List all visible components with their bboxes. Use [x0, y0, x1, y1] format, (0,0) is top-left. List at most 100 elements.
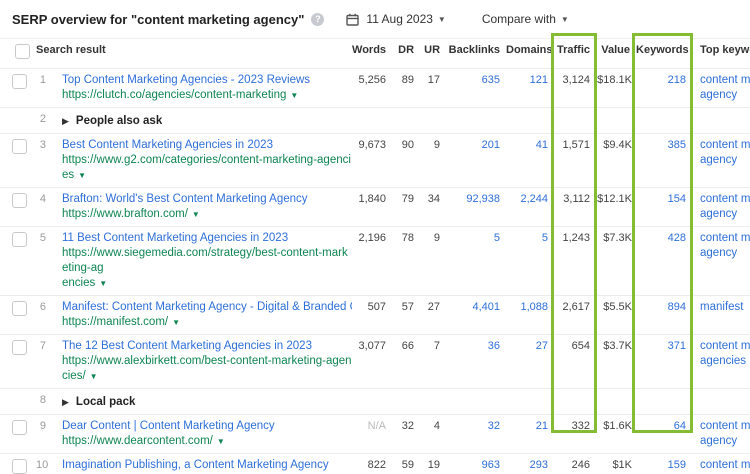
keywords-link[interactable]: 371	[667, 340, 687, 352]
table-row: 9 Dear Content | Content Marketing Agenc…	[0, 414, 750, 454]
info-icon[interactable]: ?	[311, 12, 325, 26]
keywords-link[interactable]: 385	[667, 139, 687, 151]
column-header-traffic[interactable]: Traffic	[554, 38, 597, 69]
value-amount: $7.3K	[596, 226, 637, 296]
backlinks-link[interactable]: 32	[487, 420, 501, 432]
top-keyword-link[interactable]: manifest	[700, 301, 744, 313]
ur-value: 34	[420, 187, 447, 227]
backlinks-link[interactable]: 36	[487, 340, 501, 352]
dr-value: 57	[392, 295, 421, 335]
row-checkbox[interactable]	[12, 193, 27, 208]
domains-link[interactable]: 5	[541, 232, 549, 244]
dr-value: 79	[392, 187, 421, 227]
select-all-checkbox[interactable]	[15, 44, 30, 59]
url-dropdown-icon[interactable]: ▼	[89, 372, 98, 381]
keywords-link[interactable]: 428	[667, 232, 687, 244]
keywords-link[interactable]: 64	[673, 420, 687, 432]
keywords-link[interactable]: 159	[667, 459, 687, 471]
traffic-value: 654	[554, 334, 597, 389]
result-title-link[interactable]: Top Content Marketing Agencies - 2023 Re…	[62, 74, 311, 86]
column-header-search-result[interactable]: Search result	[36, 38, 353, 69]
url-dropdown-icon[interactable]: ▼	[99, 279, 108, 288]
ur-value: 17	[420, 68, 447, 108]
result-url-link[interactable]: https://clutch.co/agencies/content-marke…	[62, 89, 287, 101]
column-header-backlinks[interactable]: Backlinks	[446, 38, 507, 69]
serp-feature-label[interactable]: People also ask	[75, 115, 163, 127]
row-checkbox[interactable]	[12, 74, 27, 89]
domains-link[interactable]: 27	[535, 340, 549, 352]
url-dropdown-icon[interactable]: ▼	[172, 318, 181, 327]
dr-value: 90	[392, 133, 421, 188]
row-checkbox[interactable]	[12, 232, 27, 247]
table-row: 6 Manifest: Content Marketing Agency - D…	[0, 295, 750, 335]
domains-link[interactable]: 21	[535, 420, 549, 432]
result-title-link[interactable]: Manifest: Content Marketing Agency - Dig…	[62, 301, 352, 313]
backlinks-link[interactable]: 201	[481, 139, 501, 151]
column-header-keywords[interactable]: Keywords	[636, 38, 693, 69]
value-amount: $1K	[596, 453, 637, 474]
result-title-link[interactable]: Brafton: World's Best Content Marketing …	[62, 193, 308, 205]
compare-with-dropdown[interactable]: Compare with ▼	[482, 12, 569, 26]
words-value: 507	[352, 295, 393, 335]
keywords-link[interactable]: 218	[667, 74, 687, 86]
serp-feature-label[interactable]: Local pack	[75, 396, 136, 408]
row-checkbox[interactable]	[12, 420, 27, 435]
column-header-domains[interactable]: Domains	[506, 38, 555, 69]
rank-number: 5	[36, 226, 56, 296]
ur-value: 9	[420, 226, 447, 296]
expand-icon[interactable]: ▶	[62, 116, 69, 126]
column-header-ur[interactable]: UR	[420, 38, 447, 69]
row-checkbox[interactable]	[12, 459, 27, 474]
row-checkbox[interactable]	[12, 139, 27, 154]
domains-link[interactable]: 293	[529, 459, 549, 471]
keywords-link[interactable]: 154	[667, 193, 687, 205]
result-title-link[interactable]: Dear Content | Content Marketing Agency	[62, 420, 275, 432]
row-checkbox[interactable]	[12, 301, 27, 316]
backlinks-link[interactable]: 635	[481, 74, 501, 86]
backlinks-link[interactable]: 4,401	[472, 301, 501, 313]
ur-value: 7	[420, 334, 447, 389]
keywords-link[interactable]: 894	[667, 301, 687, 313]
result-url-link[interactable]: https://www.brafton.com/	[62, 208, 188, 220]
date-label: 11 Aug 2023	[366, 12, 433, 26]
table-row: 7 The 12 Best Content Marketing Agencies…	[0, 334, 750, 389]
result-url-link[interactable]: https://manifest.com/	[62, 316, 169, 328]
url-dropdown-icon[interactable]: ▼	[216, 437, 225, 446]
url-dropdown-icon[interactable]: ▼	[191, 210, 200, 219]
date-selector[interactable]: 11 Aug 2023 ▼	[346, 12, 446, 26]
serp-feature-row: 2 ▶ People also ask	[0, 107, 750, 134]
domains-link[interactable]: 1,088	[520, 301, 549, 313]
table-row: 4 Brafton: World's Best Content Marketin…	[0, 187, 750, 227]
url-dropdown-icon[interactable]: ▼	[290, 91, 299, 100]
traffic-value: 2,617	[554, 295, 597, 335]
words-value: 2,196	[352, 226, 393, 296]
url-dropdown-icon[interactable]: ▼	[78, 171, 87, 180]
top-keyword-link[interactable]: content marketingagencies	[700, 340, 750, 367]
backlinks-link[interactable]: 92,938	[466, 193, 501, 205]
backlinks-link[interactable]: 5	[493, 232, 501, 244]
result-url-link[interactable]: https://www.dearcontent.com/	[62, 435, 213, 447]
column-header-words[interactable]: Words	[352, 38, 393, 69]
result-url-link[interactable]: https://www.g2.com/categories/content-ma…	[62, 154, 351, 181]
column-header-dr[interactable]: DR	[392, 38, 421, 69]
result-url-link[interactable]: https://www.siegemedia.com/strategy/best…	[62, 247, 348, 289]
result-title-link[interactable]: The 12 Best Content Marketing Agencies i…	[62, 340, 312, 352]
result-title-link[interactable]: 11 Best Content Marketing Agencies in 20…	[62, 232, 289, 244]
column-header-top-keyword[interactable]: Top keyword	[692, 38, 750, 69]
result-url-link[interactable]: https://www.alexbirkett.com/best-content…	[62, 355, 352, 382]
row-checkbox[interactable]	[12, 340, 27, 355]
result-title-link[interactable]: Best Content Marketing Agencies in 2023	[62, 139, 273, 151]
domains-link[interactable]: 41	[535, 139, 549, 151]
column-header-value[interactable]: Value	[596, 38, 637, 69]
expand-icon[interactable]: ▶	[62, 397, 69, 407]
domains-link[interactable]: 2,244	[520, 193, 549, 205]
result-title-link[interactable]: Imagination Publishing, a Content Market…	[62, 459, 329, 471]
domains-link[interactable]: 121	[529, 74, 549, 86]
backlinks-link[interactable]: 963	[481, 459, 501, 471]
